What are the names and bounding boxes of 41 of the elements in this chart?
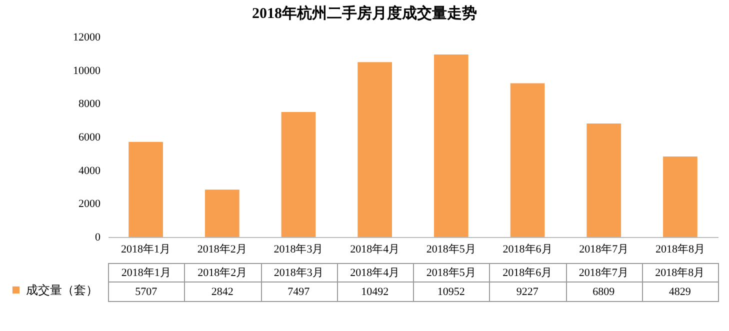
- y-tick-label: 4000: [78, 164, 101, 177]
- bar: [281, 112, 316, 237]
- category-label: 2018年8月: [655, 267, 705, 279]
- category-label: 2018年4月: [350, 267, 400, 279]
- bar: [204, 190, 240, 237]
- x-tick-label: 2018年7月: [579, 244, 629, 256]
- bar: [510, 83, 545, 237]
- data-label: 7497: [288, 286, 310, 298]
- data-label: 5707: [135, 286, 158, 298]
- bar: [586, 124, 622, 237]
- category-label: 2018年6月: [502, 267, 552, 279]
- x-tick-label: 2018年2月: [197, 244, 247, 256]
- category-label: 2018年1月: [121, 267, 171, 279]
- x-tick-label: 2018年5月: [426, 244, 476, 256]
- x-tick-label: 2018年6月: [502, 244, 552, 256]
- category-label: 2018年3月: [274, 267, 324, 279]
- data-label: 9227: [516, 286, 539, 298]
- x-tick-label: 2018年3月: [274, 244, 324, 256]
- y-tick-label: 10000: [73, 64, 101, 77]
- data-label: 2842: [211, 286, 234, 298]
- y-tick-label: 0: [95, 232, 101, 244]
- data-label: 10492: [361, 286, 389, 298]
- bar: [128, 142, 163, 237]
- bar: [663, 156, 698, 237]
- x-tick-label: 2018年8月: [655, 244, 705, 256]
- bar: [358, 62, 392, 237]
- x-tick-label: 2018年1月: [121, 244, 171, 256]
- x-tick-label: 2018年4月: [350, 244, 400, 256]
- data-label: 6809: [592, 286, 616, 298]
- chart-title: 2018年杭州二手房月度成交量走势: [252, 4, 477, 22]
- category-label: 2018年5月: [426, 267, 476, 279]
- legend-label: 成交量（套）: [26, 283, 98, 297]
- y-tick-label: 8000: [78, 98, 101, 110]
- y-tick-label: 2000: [78, 198, 101, 210]
- data-label: 10952: [437, 286, 465, 298]
- category-label: 2018年2月: [198, 267, 248, 279]
- category-label: 2018年7月: [578, 267, 628, 279]
- y-tick-label: 6000: [78, 132, 101, 144]
- y-tick-label: 12000: [73, 32, 101, 44]
- bar: [434, 54, 468, 237]
- data-label: 4829: [668, 286, 692, 298]
